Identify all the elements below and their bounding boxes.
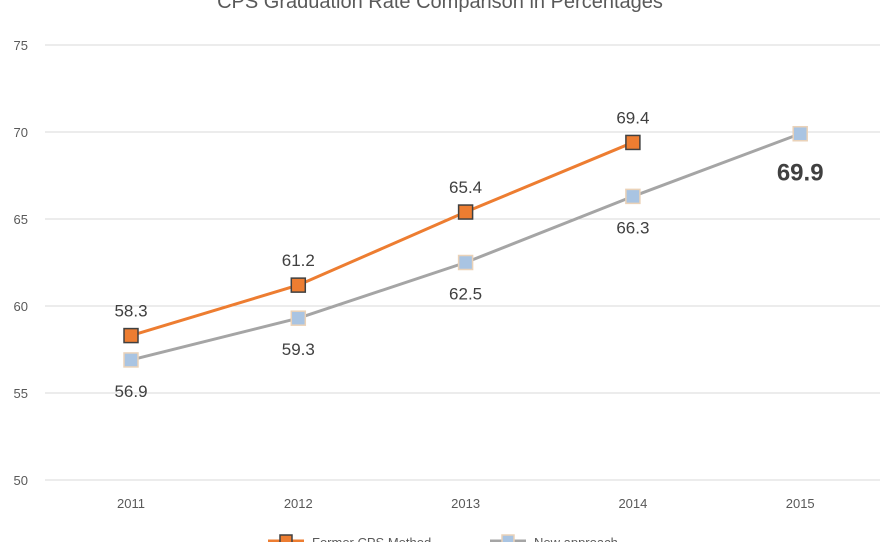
data-point-marker [123, 352, 139, 368]
legend-label: Former CPS Method [312, 535, 431, 542]
legend-marker [501, 534, 515, 542]
data-label: 61.2 [282, 251, 315, 270]
y-tick-label: 75 [14, 38, 28, 53]
y-tick-label: 65 [14, 212, 28, 227]
data-label: 66.3 [616, 218, 649, 237]
data-label: 65.4 [449, 178, 482, 197]
data-point-marker [625, 188, 641, 205]
y-tick-label: 60 [14, 299, 28, 314]
data-label: 56.9 [114, 382, 147, 401]
legend-label: New approach [534, 535, 618, 542]
data-label: 58.3 [114, 302, 147, 321]
x-tick-label: 2014 [618, 496, 647, 511]
y-tick-label: 55 [14, 386, 28, 401]
data-label: 59.3 [282, 340, 315, 359]
data-label: 69.4 [616, 108, 649, 127]
data-point-marker [792, 125, 808, 142]
x-tick-label: 2011 [117, 496, 145, 511]
data-label: 69.9 [777, 160, 824, 187]
x-tick-label: 2012 [284, 496, 313, 511]
legend-marker [279, 534, 293, 542]
series-line [130, 132, 801, 362]
series-line [130, 141, 634, 338]
x-tick-label: 2015 [786, 496, 815, 511]
y-tick-label: 50 [14, 473, 28, 488]
y-tick-label: 70 [14, 125, 28, 140]
data-point-marker [625, 134, 641, 151]
x-tick-label: 2013 [451, 496, 480, 511]
data-point-marker [290, 277, 307, 293]
data-point-marker [457, 254, 474, 271]
data-point-marker [290, 310, 307, 326]
chart-title: CPS Graduation Rate Comparison in Percen… [217, 0, 663, 13]
data-point-marker [123, 327, 139, 344]
data-label: 62.5 [449, 285, 482, 304]
data-point-marker [457, 204, 474, 220]
